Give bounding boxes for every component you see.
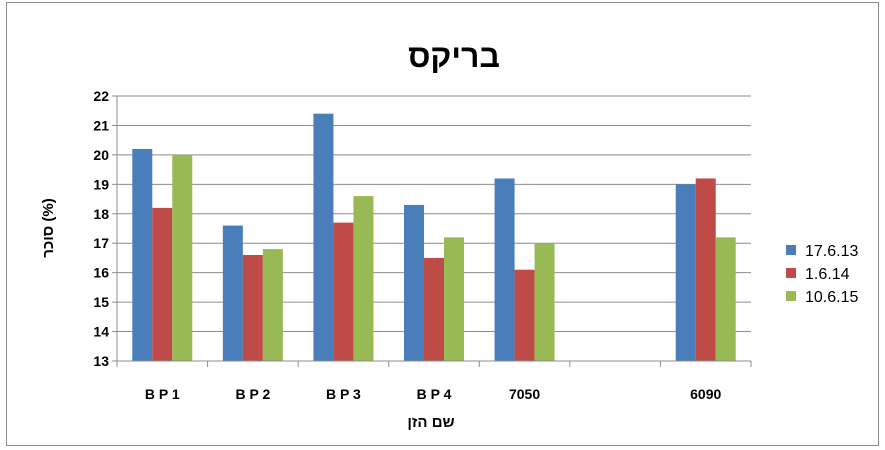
y-tick-label: 16: [93, 265, 109, 281]
x-axis-title: שם הזן: [407, 414, 454, 431]
bar-1.6.14-B P 1: [152, 207, 173, 361]
bar-1.6.14-7050: [514, 269, 535, 361]
y-tick-label: 19: [93, 176, 109, 192]
x-tick-label: 6090: [690, 386, 721, 402]
bar-10.6.15-B P 3: [353, 196, 374, 361]
legend-label: 10.6.15: [805, 289, 858, 306]
bar-10.6.15-7050: [534, 243, 555, 361]
x-tick-label: B P 4: [417, 386, 452, 402]
bar-10.6.15-6090: [715, 237, 736, 361]
legend-swatch: [786, 268, 796, 278]
y-tick-label: 13: [93, 353, 109, 369]
legend-label: 17.6.13: [805, 243, 858, 260]
y-tick-label: 14: [93, 324, 109, 340]
gridlines: [112, 95, 751, 362]
legend-swatch: [786, 291, 796, 301]
x-tick-label: B P 3: [326, 386, 361, 402]
chart-title: בריקס: [408, 38, 500, 74]
legend-swatch: [786, 245, 796, 255]
bar-1.6.14-6090: [695, 178, 716, 361]
y-tick-label: 15: [93, 294, 109, 310]
y-tick-label: 20: [93, 147, 109, 163]
bar-17.6.13-B P 1: [132, 149, 153, 361]
x-tick-label: B P 2: [235, 386, 270, 402]
x-tick-labels: B P 1 B P 2 B P 3 B P 4 7050 6090: [145, 386, 722, 402]
bar-1.6.14-B P 3: [333, 222, 354, 361]
bars: [132, 113, 736, 362]
legend-label: 1.6.14: [805, 266, 850, 283]
y-tick-label: 17: [93, 235, 109, 251]
bar-17.6.13-B P 2: [222, 225, 243, 361]
y-axis-title: סוכר (%): [40, 198, 57, 257]
bar-17.6.13-B P 4: [404, 204, 424, 361]
legend: 17.6.13 1.6.14 10.6.15: [786, 243, 858, 306]
bar-10.6.15-B P 1: [172, 154, 193, 361]
axes: [116, 96, 752, 367]
y-tick-labels: 13 14 15 16 17 18 19 20 21 22: [93, 88, 109, 369]
y-tick-label: 22: [93, 88, 109, 104]
y-tick-label: 18: [93, 206, 109, 222]
bar-17.6.13-6090: [675, 184, 696, 361]
x-tick-label: 7050: [509, 386, 540, 402]
bar-1.6.14-B P 2: [242, 255, 263, 361]
bar-10.6.15-B P 2: [262, 249, 283, 361]
y-tick-label: 21: [93, 117, 109, 133]
bar-17.6.13-7050: [494, 178, 515, 361]
x-tick-label: B P 1: [145, 386, 180, 402]
bar-10.6.15-B P 4: [444, 237, 464, 361]
bar-17.6.13-B P 3: [313, 113, 334, 362]
bar-1.6.14-B P 4: [424, 257, 444, 361]
